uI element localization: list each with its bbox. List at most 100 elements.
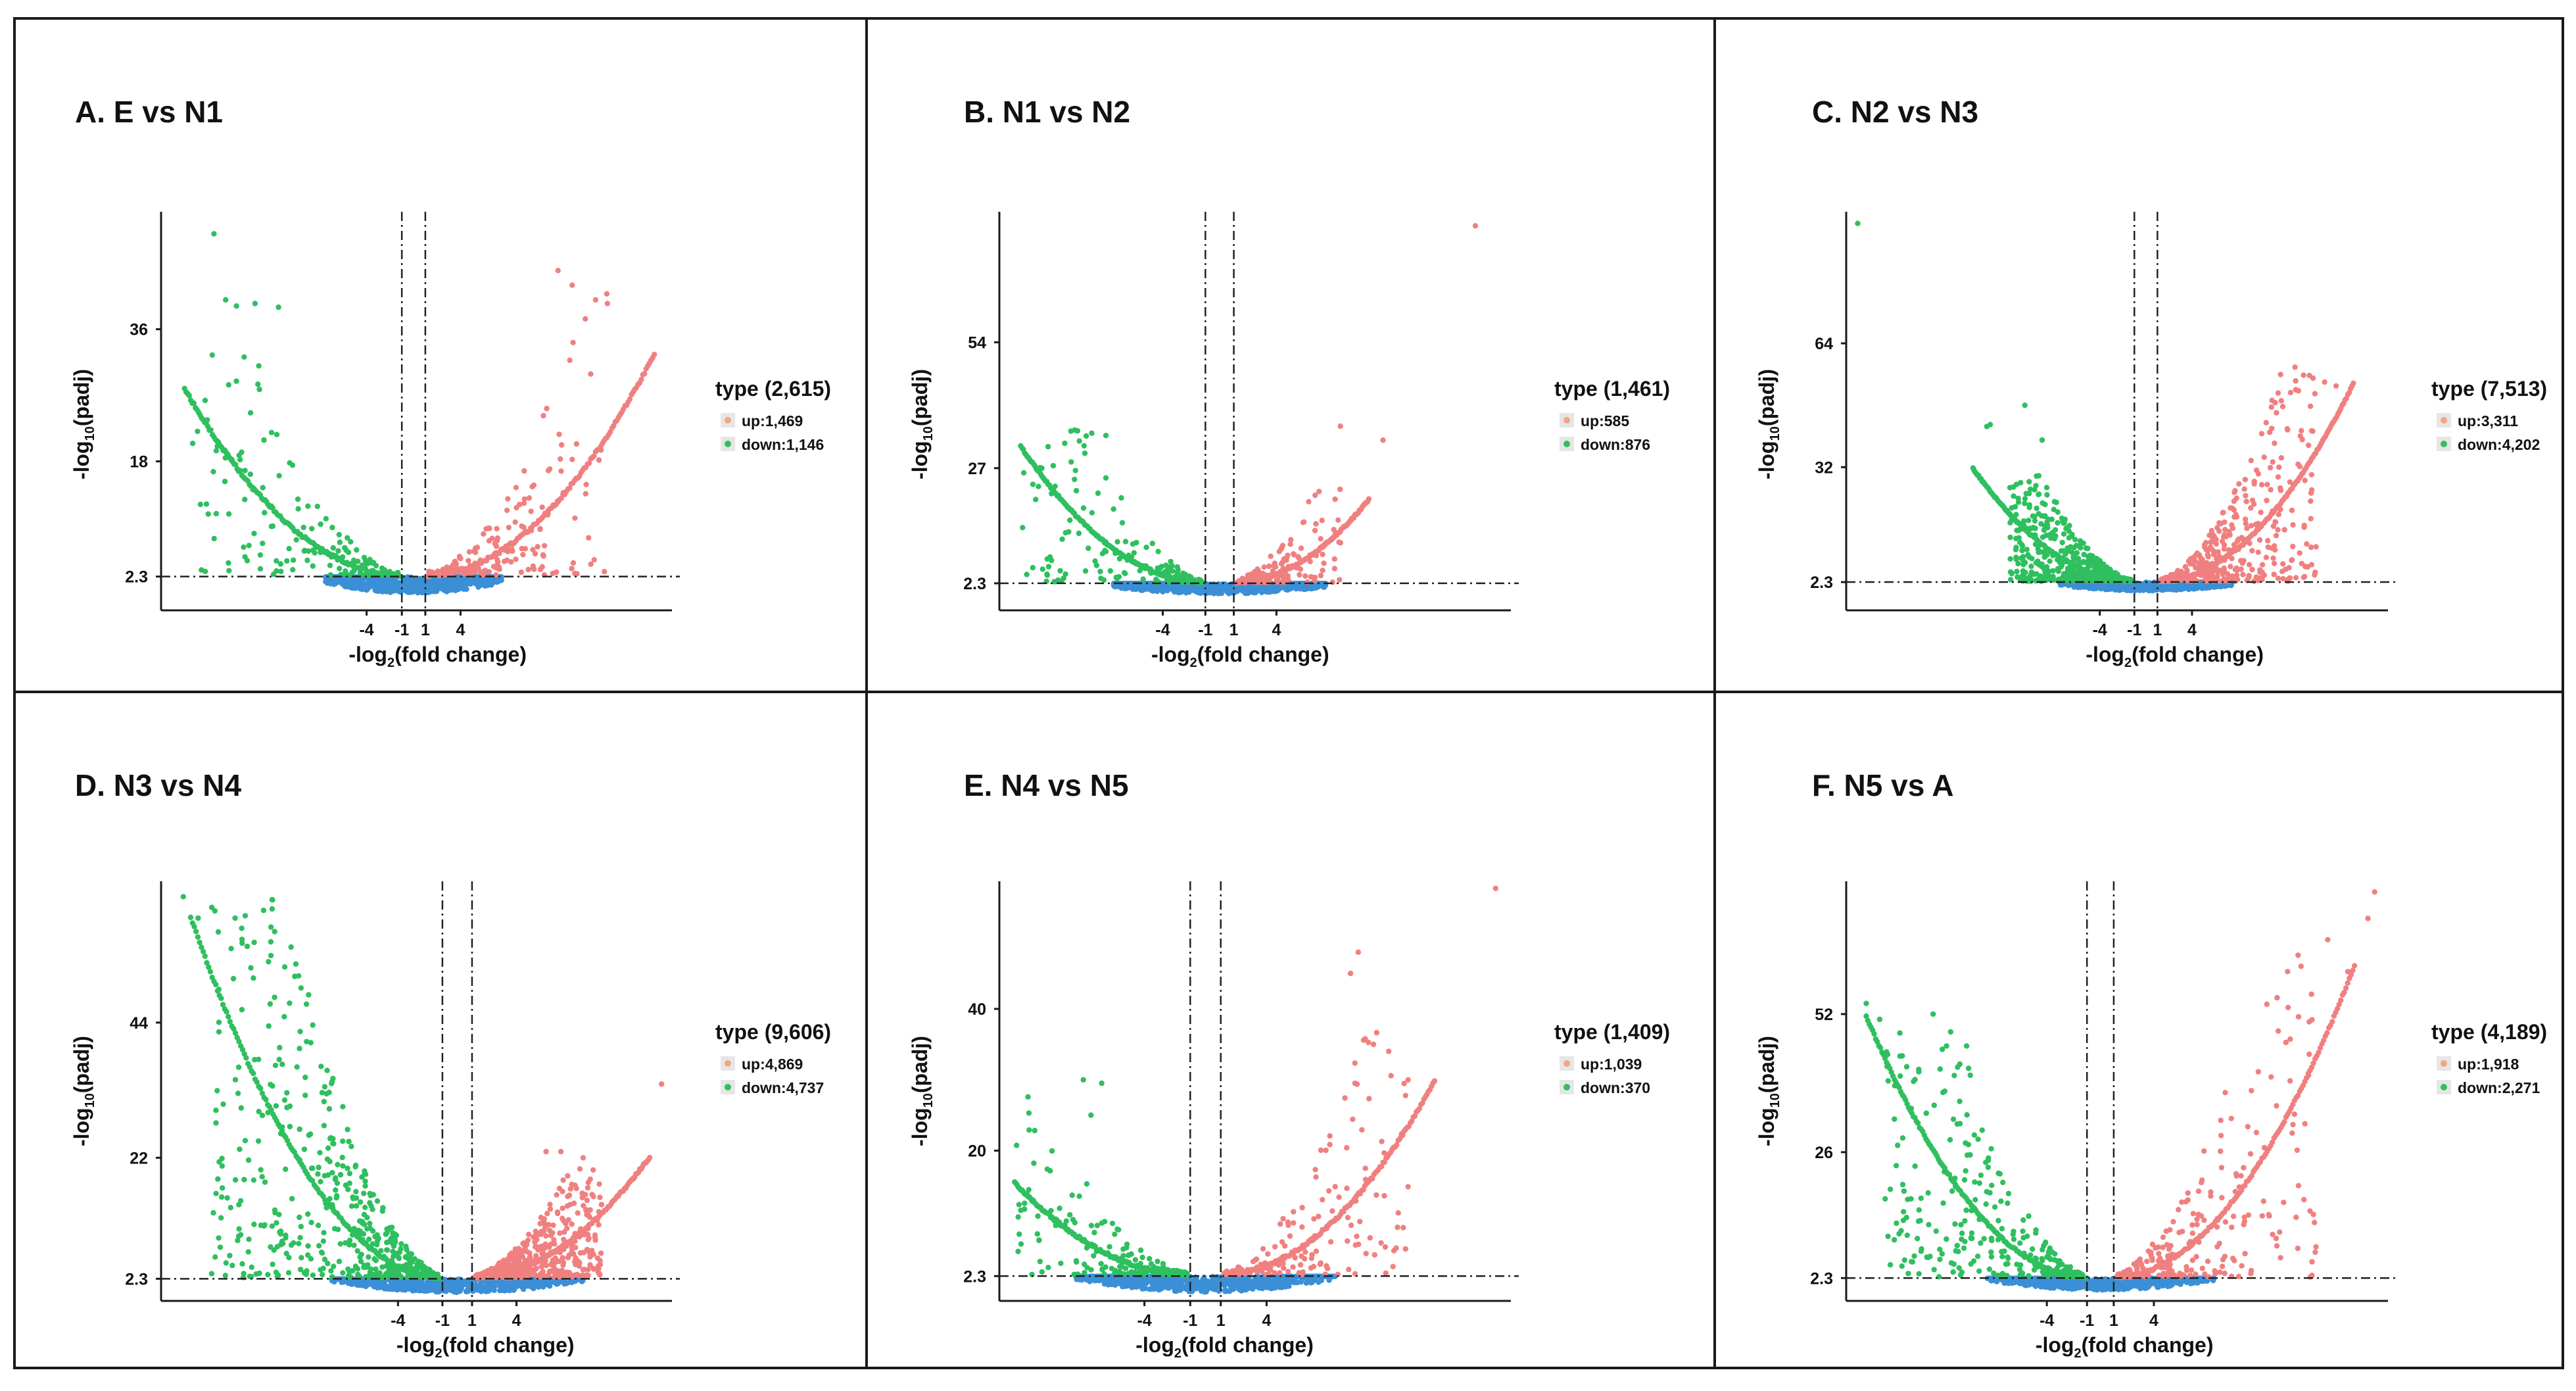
up-point — [2234, 572, 2240, 578]
up-point — [567, 357, 573, 363]
up-point — [432, 571, 439, 577]
up-point — [2284, 426, 2291, 432]
down-point — [2013, 545, 2019, 550]
up-point — [567, 485, 573, 491]
up-point — [2203, 539, 2209, 546]
up-point — [520, 552, 526, 558]
up-point — [2196, 552, 2203, 558]
ns-point — [426, 584, 433, 590]
up-point — [2249, 566, 2255, 573]
ns-point — [1216, 581, 1222, 587]
down-point — [262, 510, 268, 516]
ns-point — [1186, 589, 1193, 595]
down-point — [2061, 519, 2067, 525]
down-point — [237, 456, 243, 463]
up-point — [2270, 459, 2276, 465]
legend-label-down: down:876 — [1581, 436, 1650, 453]
up-point — [1280, 566, 1286, 572]
up-point — [1312, 527, 1318, 533]
down-point — [2007, 520, 2013, 525]
ns-point — [1226, 585, 1231, 591]
up-point — [2265, 544, 2271, 550]
up-point — [2290, 522, 2296, 528]
y-tick-label: 2.3 — [963, 575, 986, 593]
ns-point — [2118, 585, 2124, 592]
down-point — [2053, 533, 2059, 539]
up-point — [2308, 472, 2315, 477]
down-point — [1030, 481, 1036, 487]
up-point — [454, 566, 460, 572]
down-point — [2058, 564, 2064, 570]
down-point — [2080, 558, 2086, 565]
down-point — [1030, 564, 1036, 571]
down-point — [1163, 562, 1169, 568]
down-point — [2015, 560, 2021, 567]
y-axis-title: -log10(padj) — [908, 369, 936, 479]
up-point — [2243, 499, 2249, 504]
y-tick-label: 2.3 — [1810, 573, 1833, 592]
down-point — [1103, 475, 1109, 481]
ns-point — [348, 576, 354, 582]
down-point — [2063, 525, 2069, 531]
up-point — [475, 565, 481, 571]
down-point — [2022, 500, 2028, 506]
down-point — [229, 456, 235, 462]
up-point — [2263, 420, 2269, 426]
down-point — [276, 473, 282, 479]
down-point — [2063, 578, 2068, 584]
down-point — [2036, 549, 2041, 556]
up-point — [2279, 403, 2286, 410]
down-point — [2034, 473, 2039, 479]
down-point — [354, 547, 360, 553]
down-point — [2009, 505, 2015, 511]
down-point — [189, 441, 196, 447]
down-point — [2028, 563, 2034, 570]
down-point — [202, 397, 208, 403]
up-point — [2236, 481, 2242, 487]
ns-point — [403, 580, 409, 586]
up-point — [2278, 454, 2284, 461]
up-point — [482, 568, 488, 573]
up-point — [2238, 566, 2244, 572]
down-point — [2026, 479, 2032, 485]
up-point — [518, 569, 524, 575]
up-point — [519, 546, 525, 552]
down-point — [352, 564, 358, 570]
down-point — [2064, 545, 2070, 551]
up-point — [652, 351, 657, 358]
down-point — [1062, 529, 1069, 536]
down-point — [2051, 506, 2057, 512]
down-point — [181, 385, 187, 391]
down-point — [2039, 564, 2045, 570]
panel-title: B. N1 vs N2 — [964, 95, 1130, 129]
up-point — [1293, 565, 1299, 571]
up-point — [2301, 524, 2307, 530]
up-point — [1283, 555, 1290, 561]
up-point — [2216, 520, 2222, 526]
up-point — [1266, 572, 1272, 578]
ns-point — [2134, 583, 2141, 589]
down-point — [247, 471, 253, 477]
down-point — [226, 381, 231, 388]
up-point — [2241, 486, 2247, 492]
ns-point — [1139, 587, 1145, 593]
down-point — [251, 531, 257, 537]
up-point — [558, 456, 563, 462]
down-point — [350, 557, 357, 564]
up-point — [2246, 573, 2252, 579]
up-point — [494, 525, 500, 532]
up-point — [513, 556, 519, 562]
up-point — [2293, 575, 2299, 581]
up-point — [1287, 541, 1293, 547]
up-point — [2269, 397, 2275, 403]
up-point — [528, 508, 534, 514]
down-point — [2083, 572, 2089, 579]
down-point — [2085, 545, 2091, 552]
down-point — [1107, 568, 1114, 574]
up-point — [2287, 389, 2294, 396]
down-point — [2099, 572, 2105, 577]
up-point — [472, 545, 479, 551]
up-point — [2265, 537, 2271, 544]
down-point — [1057, 568, 1063, 574]
down-point — [309, 525, 315, 531]
